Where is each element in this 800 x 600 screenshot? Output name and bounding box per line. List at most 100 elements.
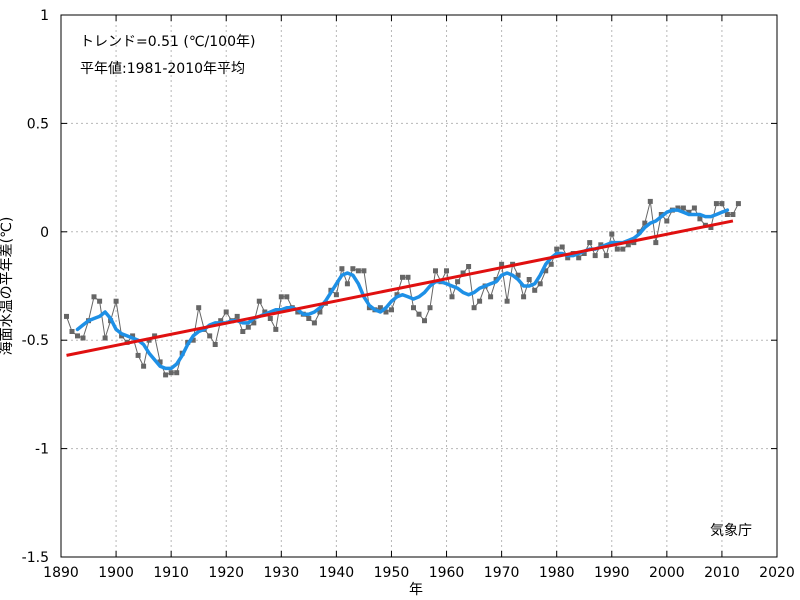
- annual-anomaly-point: [190, 337, 196, 343]
- annual-anomaly-point: [130, 333, 136, 339]
- annual-anomaly-point: [625, 242, 631, 248]
- annual-anomaly-point: [273, 326, 279, 332]
- annual-anomaly-point: [730, 212, 736, 217]
- annual-anomaly-point: [691, 205, 697, 211]
- annual-anomaly-point: [548, 261, 554, 267]
- annual-anomaly-point: [411, 305, 416, 311]
- axis-ticks: 1890 1900 1910 1920 1930 1940 1950 1960 1970 1980…: [22, 8, 795, 581]
- series-layer: [64, 198, 741, 378]
- x-tick-label: 2020: [759, 565, 795, 581]
- annual-anomaly-point: [422, 318, 427, 324]
- annual-anomaly-point: [306, 316, 312, 321]
- annual-anomaly-point: [504, 298, 510, 304]
- annual-anomaly-point: [477, 298, 483, 304]
- annual-anomaly-point: [724, 212, 730, 217]
- annual-anomaly-point: [576, 255, 582, 261]
- annual-anomaly-point: [697, 216, 703, 222]
- y-tick-label: -0.5: [22, 333, 49, 349]
- annual-anomaly-point: [102, 335, 108, 341]
- annual-anomaly-point: [592, 253, 598, 259]
- annual-anomaly-point: [603, 253, 609, 259]
- y-tick-label: 1: [40, 8, 49, 24]
- annual-anomaly-point: [719, 201, 725, 207]
- x-tick-label: 1900: [98, 565, 134, 581]
- annual-anomaly-point: [119, 333, 125, 339]
- annual-anomaly-point: [735, 201, 741, 207]
- grid-lines: [61, 15, 777, 557]
- annual-anomaly-point: [499, 261, 505, 267]
- annual-anomaly-point: [377, 305, 383, 311]
- annual-anomaly-point: [97, 298, 103, 304]
- annual-anomaly-point: [251, 320, 257, 326]
- annual-anomaly-point: [647, 198, 653, 204]
- annual-anomaly-point: [686, 209, 692, 215]
- annual-anomaly-point: [355, 268, 361, 274]
- annual-anomaly-point: [256, 298, 262, 304]
- y-tick-label: -1.5: [22, 550, 49, 566]
- annual-anomaly-point: [262, 309, 268, 315]
- annual-anomaly-point: [526, 277, 532, 282]
- annual-anomaly-point: [460, 270, 466, 276]
- annual-anomaly-point: [587, 240, 593, 246]
- annual-anomaly-point: [609, 231, 615, 237]
- annual-anomaly-point: [245, 324, 251, 330]
- annual-anomaly-point: [581, 251, 587, 256]
- source-label: 気象庁: [710, 523, 752, 539]
- annual-anomaly-point: [152, 333, 158, 339]
- annual-anomaly-point: [75, 333, 80, 339]
- annual-anomaly-point: [141, 363, 147, 369]
- annual-anomaly-point: [433, 268, 438, 274]
- annual-anomaly-point: [449, 294, 455, 300]
- annual-anomaly-point: [405, 274, 411, 280]
- annual-anomaly-point: [311, 320, 317, 326]
- x-tick-label: 1940: [319, 565, 355, 581]
- annual-anomaly-point: [598, 242, 604, 248]
- x-tick-label: 1950: [374, 565, 410, 581]
- annual-anomaly-point: [339, 266, 345, 272]
- annual-anomaly-point: [653, 240, 659, 246]
- x-tick-label: 1990: [594, 565, 630, 581]
- annual-anomaly-point: [455, 279, 461, 285]
- x-axis-title: 年: [409, 582, 423, 598]
- annual-anomaly-point: [680, 205, 686, 211]
- annual-anomaly-point: [91, 294, 97, 300]
- annual-anomaly-point: [218, 318, 224, 324]
- annual-anomaly-point: [537, 281, 543, 287]
- annual-anomaly-point: [344, 281, 350, 287]
- annual-anomaly-point: [240, 329, 246, 334]
- x-tick-label: 1920: [208, 565, 244, 581]
- annual-anomaly-point: [278, 294, 284, 300]
- annual-anomaly-point: [515, 272, 521, 278]
- x-tick-label: 2000: [649, 565, 685, 581]
- annual-anomaly-point: [267, 316, 273, 321]
- annual-anomaly-point: [80, 335, 86, 341]
- annual-anomaly-point: [620, 246, 626, 252]
- moving-average-line: [75, 208, 730, 371]
- trend-line: [66, 219, 734, 357]
- annual-anomaly-point: [521, 294, 527, 300]
- annual-anomaly-point: [234, 313, 240, 319]
- annual-anomaly-point: [157, 359, 163, 365]
- annual-anomaly-point: [466, 264, 472, 269]
- annual-anomaly-point: [64, 313, 69, 319]
- annual-anomaly-point: [427, 305, 433, 311]
- annual-anomaly-point: [631, 240, 637, 246]
- annual-anomaly-point: [383, 309, 389, 315]
- annual-anomaly-point: [163, 372, 169, 378]
- annual-anomaly-point: [113, 298, 119, 304]
- x-tick-label: 1930: [263, 565, 299, 581]
- annual-anomaly-point: [350, 266, 356, 272]
- plot-frame: [60, 14, 778, 558]
- annual-anomaly-point: [317, 309, 323, 315]
- annual-anomaly-point: [212, 342, 218, 347]
- x-tick-label: 1980: [539, 565, 575, 581]
- annual-anomaly-point: [675, 205, 681, 211]
- annual-anomaly-point: [488, 294, 494, 300]
- annual-anomaly-point: [543, 268, 549, 274]
- annual-anomaly-point: [69, 329, 75, 334]
- annual-anomaly-point: [394, 292, 400, 298]
- annual-anomaly-point: [168, 370, 174, 376]
- annual-anomaly-point: [284, 294, 290, 300]
- trend-annotation: トレンド=0.51 (℃/100年): [80, 34, 255, 50]
- annual-anomaly-point: [174, 370, 180, 376]
